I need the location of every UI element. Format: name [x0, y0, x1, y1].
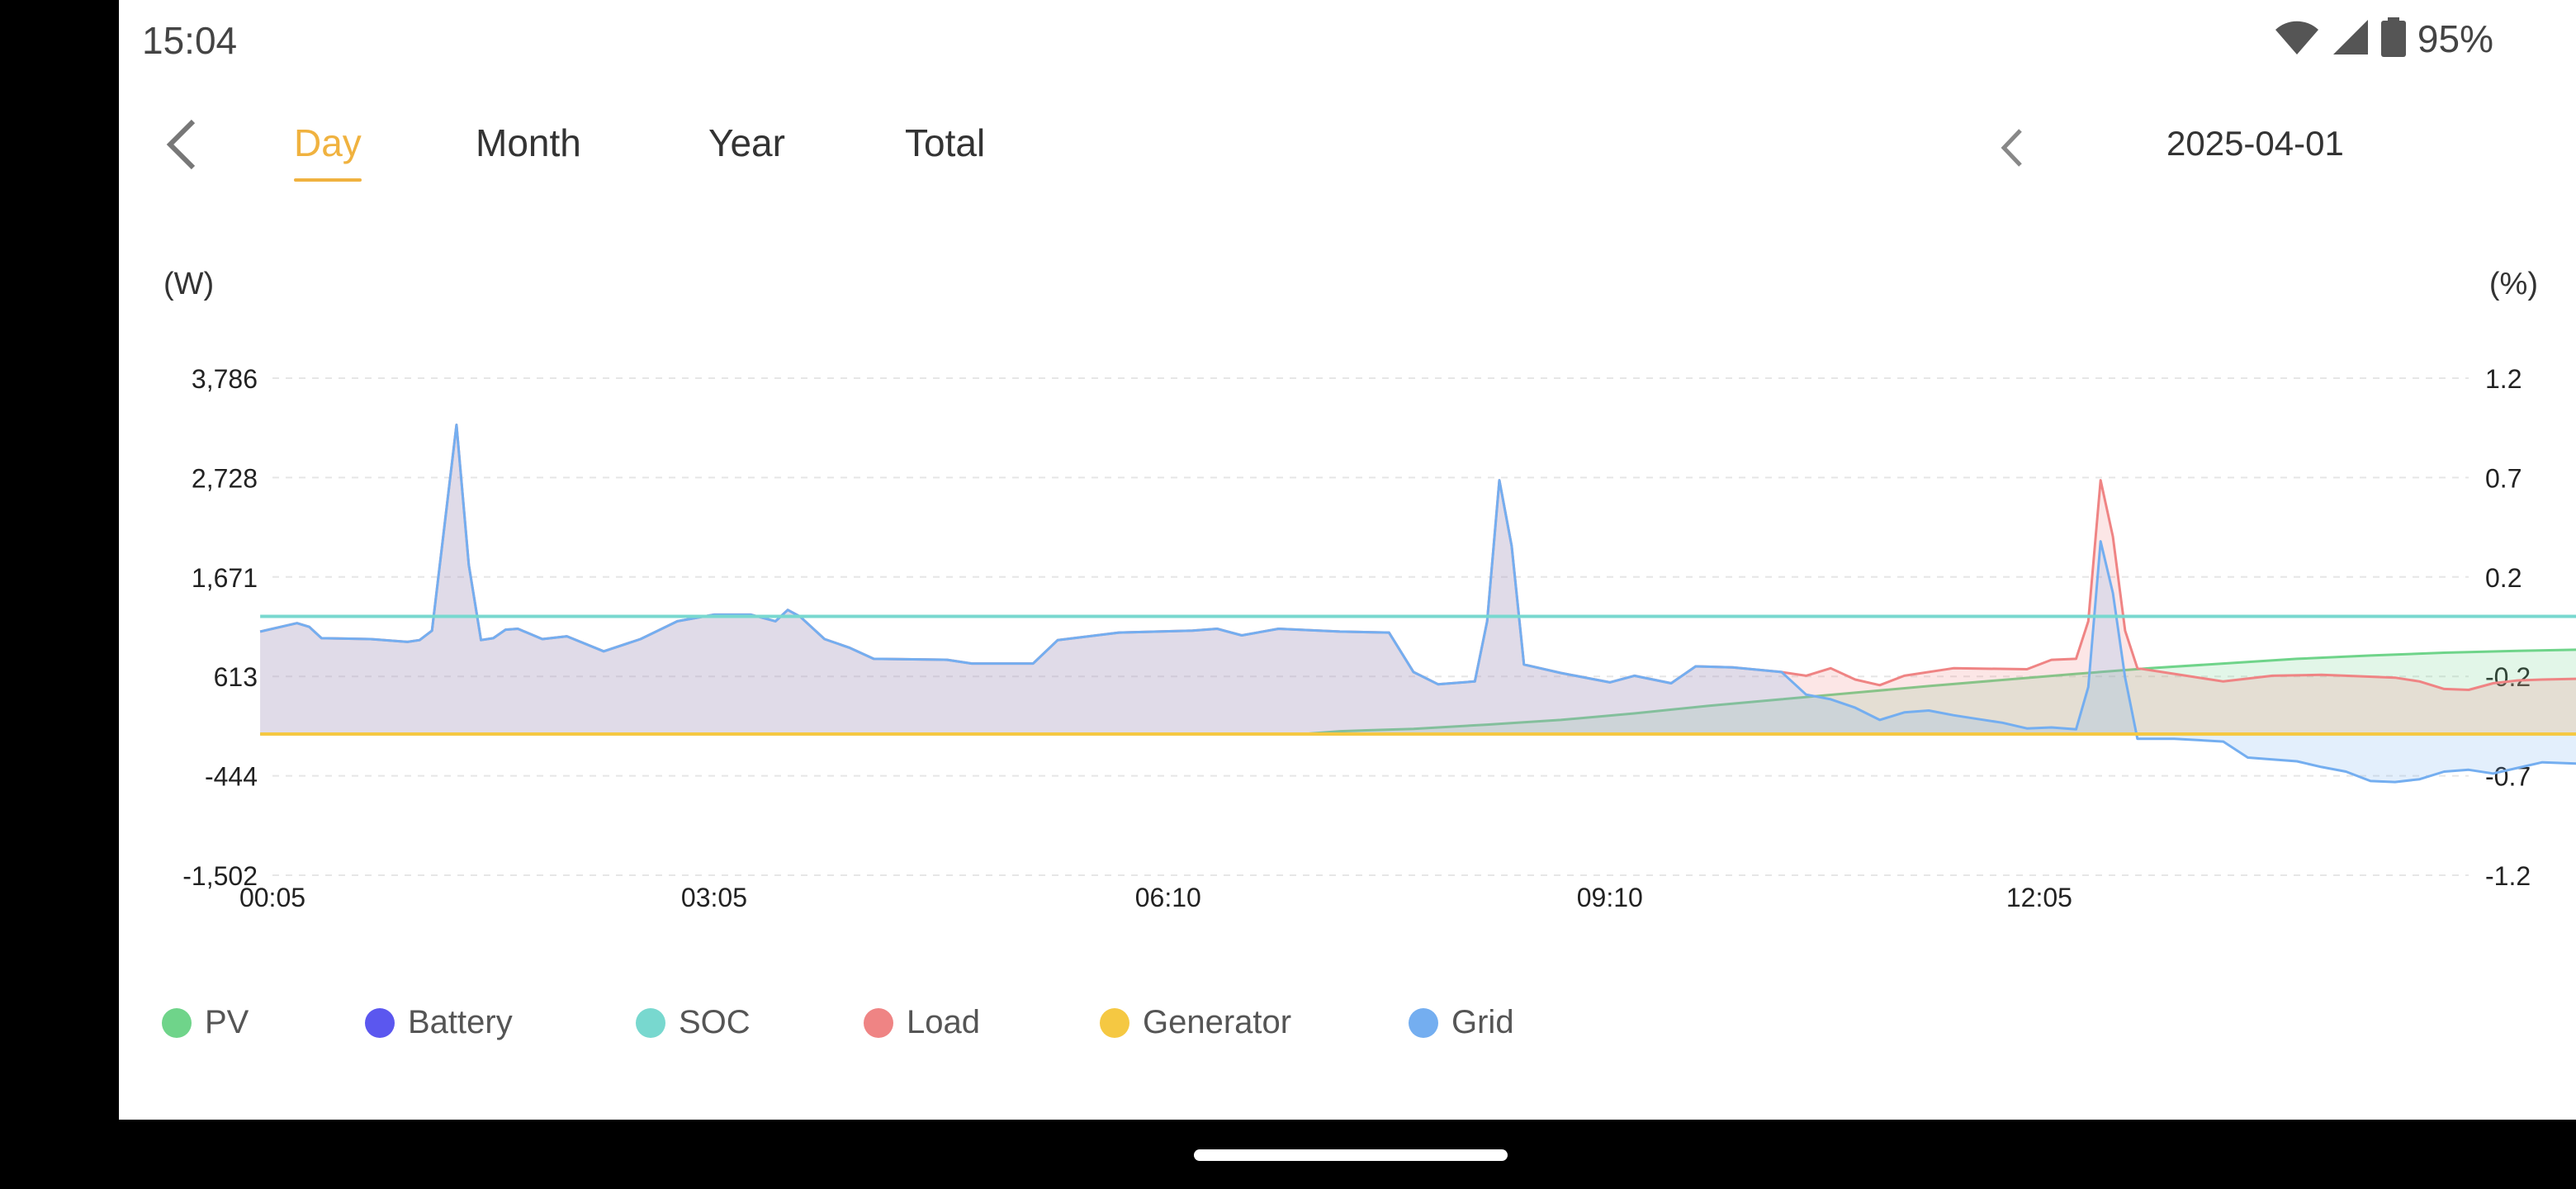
legend-label: SOC: [679, 1004, 751, 1040]
top-nav-bar: Day Month Year Total 2025-04-01: [119, 99, 2576, 198]
x-tick-label: 06:10: [1135, 883, 1201, 912]
legend-dot-generator: [1100, 1007, 1129, 1038]
legend-item-pv[interactable]: PV: [162, 1004, 249, 1041]
app-screen: 15:04 95% Day Month Year: [119, 0, 2576, 1120]
status-icons: 95%: [2274, 17, 2493, 61]
tab-total[interactable]: Total: [905, 121, 985, 165]
series-area-load: [260, 424, 2576, 734]
wifi-icon: [2274, 18, 2320, 60]
legend-dot-battery: [365, 1007, 395, 1038]
x-tick-label: 00:05: [239, 883, 305, 912]
legend-item-soc[interactable]: SOC: [636, 1004, 751, 1041]
y-left-tick-label: 2,728: [192, 463, 258, 493]
legend-label: Grid: [1451, 1004, 1514, 1040]
status-bar: 15:04 95%: [119, 0, 2576, 79]
tab-day[interactable]: Day: [294, 121, 362, 182]
legend-item-battery[interactable]: Battery: [365, 1004, 513, 1041]
legend-label: PV: [205, 1004, 249, 1040]
tab-month[interactable]: Month: [476, 121, 581, 165]
y-left-tick-label: 3,786: [192, 364, 258, 394]
y-left-tick-label: 613: [214, 662, 258, 692]
legend-dot-pv: [162, 1007, 192, 1038]
series-line-pv: [260, 648, 2576, 736]
tab-year-label: Year: [708, 121, 785, 164]
home-indicator[interactable]: [1194, 1149, 1508, 1161]
cellular-signal-icon: [2332, 18, 2370, 60]
x-tick-label: 03:05: [681, 883, 747, 912]
series-line-grid: [259, 424, 2576, 784]
y-right-tick-label: 0.2: [2485, 563, 2522, 593]
back-button[interactable]: [157, 116, 206, 173]
tab-month-label: Month: [476, 121, 581, 164]
x-tick-label: 12:05: [2006, 883, 2072, 912]
left-axis-unit: (W): [163, 267, 214, 301]
x-tick-label: 09:10: [1577, 883, 1643, 912]
legend-item-grid[interactable]: Grid: [1409, 1004, 1514, 1041]
legend-label: Load: [907, 1004, 980, 1040]
series-line-load: [259, 424, 2576, 691]
legend-dot-grid: [1409, 1007, 1438, 1038]
status-time: 15:04: [142, 19, 238, 62]
y-left-tick-label: -444: [205, 762, 258, 792]
y-right-tick-label: 0.7: [2485, 463, 2522, 493]
y-right-tick-label: -0.2: [2485, 662, 2531, 692]
tab-day-label: Day: [294, 121, 362, 164]
tab-year[interactable]: Year: [708, 121, 785, 165]
legend-label: Generator: [1143, 1004, 1292, 1040]
legend-label: Battery: [408, 1004, 513, 1040]
right-axis-unit: (%): [2489, 267, 2538, 301]
previous-date-button[interactable]: [1991, 119, 2033, 177]
y-right-tick-label: -1.2: [2485, 861, 2531, 891]
y-left-tick-label: -1,502: [182, 861, 258, 891]
battery-percent: 95%: [2417, 17, 2493, 60]
y-right-tick-label: 1.2: [2485, 364, 2522, 394]
chevron-left-icon: [2001, 129, 2022, 167]
battery-icon: [2380, 17, 2406, 61]
y-left-tick-label: 1,671: [192, 563, 258, 593]
tab-total-label: Total: [905, 121, 986, 164]
series-area-grid: [260, 424, 2576, 783]
legend-item-load[interactable]: Load: [864, 1004, 980, 1041]
selected-date[interactable]: 2025-04-01: [2166, 124, 2344, 163]
chart-legend: PV Battery SOC Load Generator Grid: [119, 999, 2576, 1049]
legend-item-generator[interactable]: Generator: [1100, 1004, 1291, 1041]
series-area-pv: [260, 649, 2576, 734]
tab-active-underline: [294, 178, 362, 182]
chevron-left-icon: [166, 119, 196, 170]
energy-chart: (W) (%) 3,786 2,728 1,671 613 -444 -1,502 1.2 0.7…: [163, 267, 2576, 912]
legend-dot-load: [864, 1007, 893, 1038]
legend-dot-soc: [636, 1007, 665, 1038]
